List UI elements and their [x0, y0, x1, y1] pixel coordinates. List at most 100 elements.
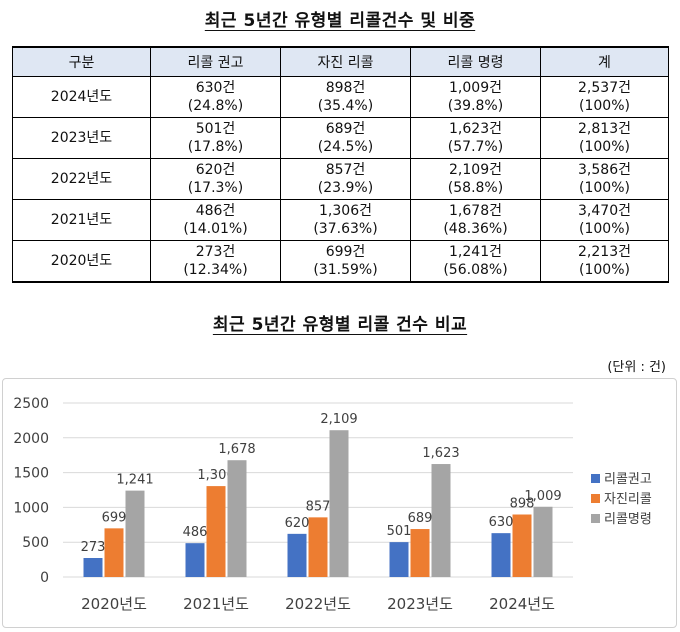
legend-label: 리콜명령 — [604, 512, 652, 527]
cell-recall-order: 1,009건 (39.8%) — [410, 76, 541, 118]
bar-1 — [83, 557, 103, 577]
row-year: 2022년도 — [12, 158, 151, 200]
legend-label: 자진리콜 — [604, 492, 652, 507]
bar-3 — [431, 464, 451, 577]
y-tick-label: 0 — [40, 570, 49, 586]
x-tick-label: 2020년도 — [81, 595, 147, 613]
cell-recall-order: 1,241건 (56.08%) — [410, 240, 541, 283]
cell-percent: (37.63%) — [313, 221, 378, 237]
legend-label: 리콜권고 — [604, 472, 652, 487]
cell-recall-order: 1,623건 (57.7%) — [410, 117, 541, 159]
cell-count: 273건 — [195, 244, 236, 260]
cell-percent: (57.7%) — [447, 139, 504, 155]
y-tick-label: 1000 — [13, 500, 49, 516]
bar-2 — [410, 529, 430, 577]
cell-count: 689건 — [325, 121, 366, 137]
cell-percent: (23.9%) — [317, 180, 374, 196]
chart-frame: 0 500 1000 1500 2000 2500 273 699 1,241 2020년도 486… — [2, 378, 677, 628]
header-total: 계 — [540, 46, 669, 77]
cell-total: 2,813건 (100%) — [540, 117, 669, 159]
cell-percent: (35.4%) — [317, 98, 374, 114]
header-voluntary-recall: 자진 리콜 — [280, 46, 411, 77]
data-label: 1,241 — [116, 473, 153, 488]
bar-1 — [389, 542, 409, 577]
cell-count: 2,813건 — [578, 121, 631, 137]
y-tick-label: 1500 — [13, 466, 49, 482]
legend-swatch — [591, 474, 600, 483]
data-label: 620 — [285, 516, 310, 531]
cell-total: 3,586건 (100%) — [540, 158, 669, 200]
table-row: 2022년도 620건 (17.3%) 857건 (23.9%) 2,109건 (58.8%… — [12, 158, 669, 200]
data-label: 630 — [489, 515, 514, 530]
data-label: 486 — [183, 525, 208, 540]
bar-3 — [227, 460, 247, 577]
cell-count: 2,537건 — [578, 80, 631, 96]
data-label: 1,678 — [218, 442, 255, 457]
cell-percent: (56.08%) — [443, 262, 508, 278]
row-year: 2024년도 — [12, 76, 151, 118]
data-label: 501 — [387, 524, 412, 539]
header-recall-order: 리콜 명령 — [410, 46, 541, 77]
y-tick-label: 2500 — [13, 396, 49, 412]
table-title-text: 최근 5년간 유형별 리콜건수 및 비중 — [204, 11, 476, 31]
cell-count: 1,009건 — [449, 80, 502, 96]
cell-recall-advice: 630건 (24.8%) — [150, 76, 281, 118]
cell-count: 501건 — [195, 121, 236, 137]
data-label: 1,306 — [197, 468, 234, 483]
data-label: 689 — [408, 511, 433, 526]
legend-swatch — [591, 514, 600, 523]
data-label: 273 — [81, 540, 106, 555]
cell-total: 3,470건 (100%) — [540, 199, 669, 241]
data-label: 1,623 — [422, 446, 459, 461]
bar-2 — [206, 486, 226, 577]
cell-percent: (100%) — [579, 180, 630, 196]
cell-count: 699건 — [325, 244, 366, 260]
bar-3 — [329, 430, 349, 577]
cell-count: 857건 — [325, 162, 366, 178]
cell-recall-order: 2,109건 (58.8%) — [410, 158, 541, 200]
x-tick-label: 2022년도 — [285, 595, 351, 613]
cell-count: 620건 — [195, 162, 236, 178]
cell-percent: (100%) — [579, 139, 630, 155]
row-year: 2021년도 — [12, 199, 151, 241]
x-tick-label: 2021년도 — [183, 595, 249, 613]
cell-percent: (14.01%) — [183, 221, 248, 237]
cell-count: 630건 — [195, 80, 236, 96]
data-label: 699 — [102, 510, 127, 525]
bar-2 — [308, 517, 328, 577]
y-tick-label: 500 — [22, 535, 49, 551]
table-header-row: 구분 리콜 권고 자진 리콜 리콜 명령 계 — [12, 46, 669, 77]
cell-recall-advice: 486건 (14.01%) — [150, 199, 281, 241]
cell-total: 2,537건 (100%) — [540, 76, 669, 118]
cell-count: 2,109건 — [449, 162, 502, 178]
cell-voluntary-recall: 699건 (31.59%) — [280, 240, 411, 283]
data-label: 898 — [510, 496, 535, 511]
cell-count: 486건 — [195, 203, 236, 219]
cell-percent: (17.8%) — [187, 139, 244, 155]
bar-3 — [533, 506, 553, 577]
cell-count: 1,678건 — [449, 203, 502, 219]
x-tick-label: 2023년도 — [387, 595, 453, 613]
chart-title-text: 최근 5년간 유형별 리콜 건수 비교 — [212, 315, 468, 335]
cell-recall-order: 1,678건 (48.36%) — [410, 199, 541, 241]
cell-recall-advice: 273건 (12.34%) — [150, 240, 281, 283]
cell-percent: (12.34%) — [183, 262, 248, 278]
table-row: 2024년도 630건 (24.8%) 898건 (35.4%) 1,009건 (39.8%… — [12, 76, 669, 118]
unit-label: (단위 : 건) — [607, 360, 666, 375]
data-label: 2,109 — [320, 412, 357, 427]
cell-count: 3,586건 — [578, 162, 631, 178]
cell-voluntary-recall: 898건 (35.4%) — [280, 76, 411, 118]
row-year: 2023년도 — [12, 117, 151, 159]
bar-chart: 0 500 1000 1500 2000 2500 273 699 1,241 2020년도 486… — [13, 396, 652, 613]
bar-2 — [512, 514, 532, 577]
cell-voluntary-recall: 689건 (24.5%) — [280, 117, 411, 159]
cell-count: 1,623건 — [449, 121, 502, 137]
bar-1 — [287, 533, 307, 577]
cell-percent: (58.8%) — [447, 180, 504, 196]
table-row: 2023년도 501건 (17.8%) 689건 (24.5%) 1,623건 (57.7%… — [12, 117, 669, 159]
header-recall-advice: 리콜 권고 — [150, 46, 281, 77]
data-label: 1,009 — [524, 489, 561, 504]
header-category: 구분 — [12, 46, 151, 77]
chart-title: 최근 5년간 유형별 리콜 건수 비교 — [0, 310, 680, 335]
cell-count: 898건 — [325, 80, 366, 96]
